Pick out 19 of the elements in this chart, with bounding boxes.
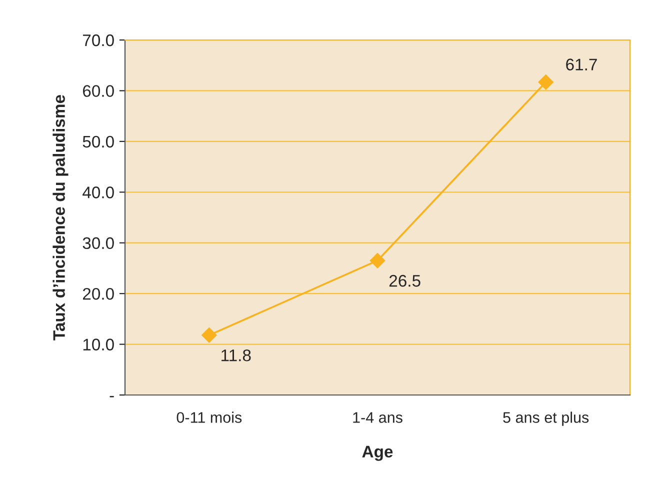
y-tick-label: 70.0 [83,34,114,46]
y-tick-label: 50.0 [82,136,114,148]
x-tick-label: 1-4 ans [353,412,402,423]
y-tick-label: 20.0 [82,288,114,300]
point [202,328,217,343]
data-label: 11.8 [222,349,251,362]
point [370,253,386,268]
point [538,74,554,90]
y-tick-label: 60.0 [82,85,114,97]
data-label: 26.5 [389,274,420,287]
x-tick-label: 5 ans et plus [503,412,589,426]
x-axis-title: Age [362,446,393,461]
y-tick-label: - [110,396,114,398]
y-axis-title: Taux d’incidence du paludisme [52,95,68,340]
data-label: 61.7 [566,58,597,70]
y-tick-label: 40.0 [82,186,114,198]
y-tick-label: 30.0 [82,237,114,250]
y-tick-label: 10.0 [83,338,114,350]
x-tick-label: 0-11 mois [176,412,242,423]
